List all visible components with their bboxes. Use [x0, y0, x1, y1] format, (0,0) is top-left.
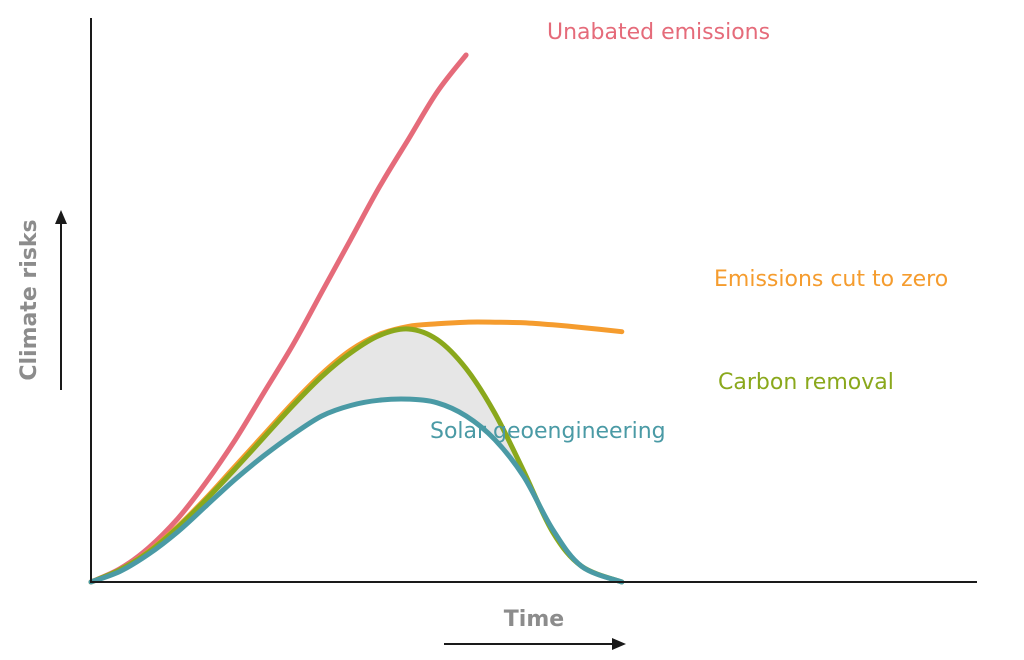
- x-axis-title: Time: [504, 607, 564, 632]
- y-axis-arrow-head: [55, 210, 67, 224]
- series-layer: [88, 52, 625, 585]
- series-line-carbon: [88, 326, 625, 585]
- series-label-unabated: Unabated emissions: [547, 20, 770, 45]
- series-label-carbon: Carbon removal: [718, 370, 894, 395]
- series-label-solar: Solar geoengineering: [430, 419, 666, 444]
- series-line-solar: [88, 396, 625, 585]
- series-label-zero: Emissions cut to zero: [714, 267, 948, 292]
- series-line-unabated: [88, 52, 469, 585]
- axes: Climate risks Time: [17, 18, 977, 650]
- series-labels: Unabated emissions Emissions cut to zero C…: [430, 20, 948, 444]
- x-axis-arrow-head: [612, 638, 626, 650]
- shaded-region: [91, 328, 622, 582]
- y-axis-title: Climate risks: [17, 219, 42, 380]
- shaded-region-layer: [91, 328, 622, 582]
